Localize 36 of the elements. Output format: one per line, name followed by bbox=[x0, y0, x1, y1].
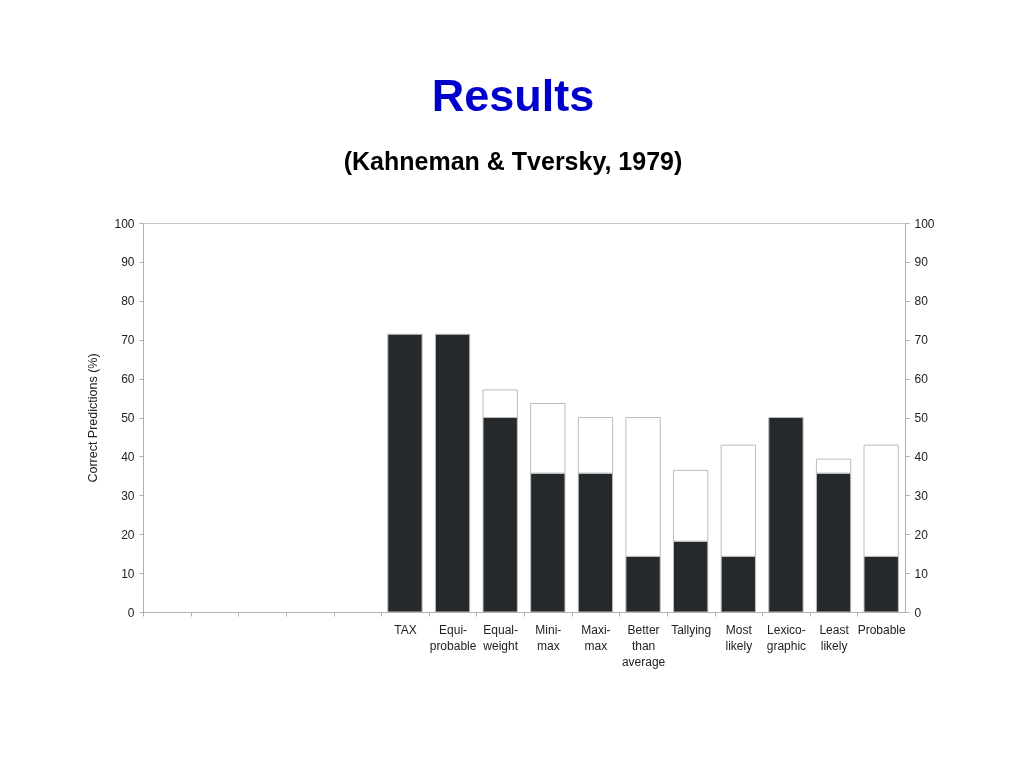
x-tick-label: Mini-max bbox=[535, 622, 562, 653]
x-tick-label: TAX bbox=[394, 622, 417, 637]
x-tick-label: Probable bbox=[857, 622, 907, 637]
y2-tick-label: 100 bbox=[914, 216, 935, 231]
y-tick-label: 100 bbox=[114, 216, 135, 231]
x-tick-label: Equi-probable bbox=[429, 622, 477, 653]
chart-title: Results bbox=[431, 70, 595, 121]
y2-tick-label: 30 bbox=[914, 488, 929, 503]
x-tick-label: Tallying bbox=[671, 622, 712, 637]
y-tick-label: 0 bbox=[127, 605, 135, 620]
y-tick-label: 60 bbox=[121, 372, 135, 387]
x-tick-label: Equal-weight bbox=[482, 622, 519, 653]
y-tick-label: 90 bbox=[121, 255, 135, 270]
y-tick-label: 20 bbox=[121, 527, 135, 542]
y2-tick-label: 80 bbox=[914, 294, 929, 309]
y2-tick-label: 40 bbox=[914, 449, 929, 464]
y-tick-label: 70 bbox=[121, 333, 135, 348]
y2-tick-label: 90 bbox=[914, 255, 929, 270]
y2-tick-label: 50 bbox=[914, 411, 929, 425]
chart-subtitle: (Kahneman & Tversky, 1979) bbox=[343, 147, 683, 175]
y-tick-label: 30 bbox=[121, 488, 135, 503]
y2-tick-label: 70 bbox=[914, 333, 929, 348]
y-tick-label: 80 bbox=[121, 294, 135, 309]
y2-tick-label: 0 bbox=[914, 605, 922, 620]
x-tick-label: Least likely bbox=[819, 622, 850, 653]
y2-tick-label: 60 bbox=[914, 372, 929, 387]
x-tick-label: Lexico-graphic bbox=[766, 622, 807, 653]
y-axis-title: Correct Predictions (%) bbox=[86, 353, 101, 483]
y-tick-label: 40 bbox=[121, 449, 135, 464]
x-tick-label: Better than average bbox=[621, 622, 666, 669]
y-tick-label: 50 bbox=[121, 411, 135, 425]
y-tick-label: 10 bbox=[121, 566, 135, 581]
y2-tick-label: 10 bbox=[914, 566, 929, 581]
y2-tick-label: 20 bbox=[914, 527, 929, 542]
x-tick-label: Maxi-max bbox=[581, 622, 611, 653]
x-tick-label: Most likely bbox=[725, 622, 753, 653]
